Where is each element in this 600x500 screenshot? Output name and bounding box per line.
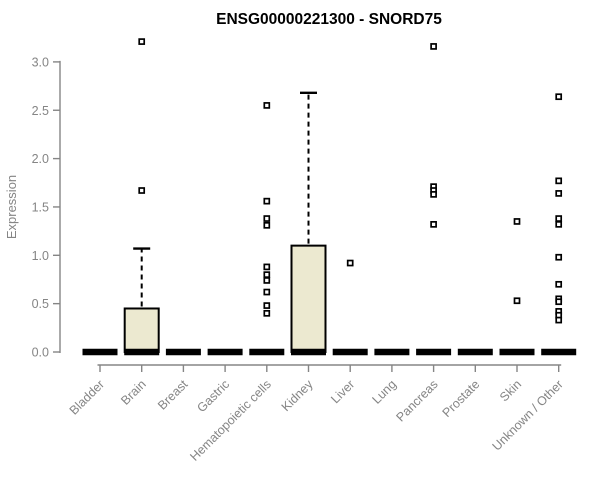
- x-tick-label: Kidney: [279, 377, 316, 414]
- x-tick-label: Brain: [118, 377, 149, 408]
- x-tick-label: Pancreas: [393, 377, 440, 424]
- outlier-point: [263, 288, 271, 296]
- y-tick-label: 2.5: [32, 104, 49, 118]
- outlier-point: [430, 221, 437, 228]
- outlier-point: [513, 218, 521, 225]
- y-tick-label: 2.0: [32, 152, 49, 166]
- x-tick-label: Liver: [328, 377, 357, 406]
- outlier-point: [430, 43, 437, 50]
- outlier-point: [263, 271, 271, 278]
- y-tick-label: 1.0: [32, 249, 49, 263]
- outlier-point: [263, 277, 271, 284]
- x-tick-label: Breast: [155, 377, 191, 413]
- x-tick-label: Lung: [369, 377, 399, 407]
- outlier-point: [263, 102, 271, 109]
- outlier-point: [346, 259, 354, 267]
- y-tick-label: 0.5: [32, 297, 49, 311]
- y-axis-label: Expression: [4, 175, 19, 239]
- outlier-point: [263, 197, 271, 205]
- y-tick-label: 3.0: [32, 55, 49, 69]
- outlier-point: [263, 215, 271, 222]
- box: [290, 244, 327, 354]
- outlier-point: [263, 302, 271, 309]
- outlier-point: [138, 187, 146, 194]
- outlier-point: [138, 38, 146, 45]
- outlier-point: [555, 253, 563, 261]
- x-tick-label: Bladder: [67, 377, 107, 417]
- outlier-point: [555, 316, 563, 324]
- box-series: [82, 38, 577, 356]
- x-tick-label: Gastric: [194, 377, 232, 415]
- x-tick-label: Prostate: [440, 377, 483, 420]
- outlier-point: [555, 190, 563, 197]
- x-tick-label: Unknown / Other: [490, 377, 566, 453]
- chart-title: ENSG00000221300 - SNORD75: [216, 11, 442, 28]
- outlier-point: [555, 221, 563, 228]
- outlier-point: [555, 93, 563, 101]
- box: [123, 307, 160, 353]
- outlier-point: [430, 191, 437, 198]
- outlier-point: [555, 280, 563, 288]
- outlier-point: [263, 263, 271, 271]
- outlier-point: [513, 297, 521, 305]
- x-tick-label: Skin: [497, 377, 524, 404]
- x-tick-label: Hematopoietic cells: [187, 377, 274, 464]
- outlier-point: [555, 215, 563, 222]
- outlier-point: [555, 177, 563, 185]
- y-tick-label: 0.0: [32, 346, 49, 360]
- outlier-point: [555, 298, 563, 306]
- outlier-point: [263, 221, 271, 229]
- y-tick-label: 1.5: [32, 200, 49, 214]
- outlier-point: [263, 309, 271, 317]
